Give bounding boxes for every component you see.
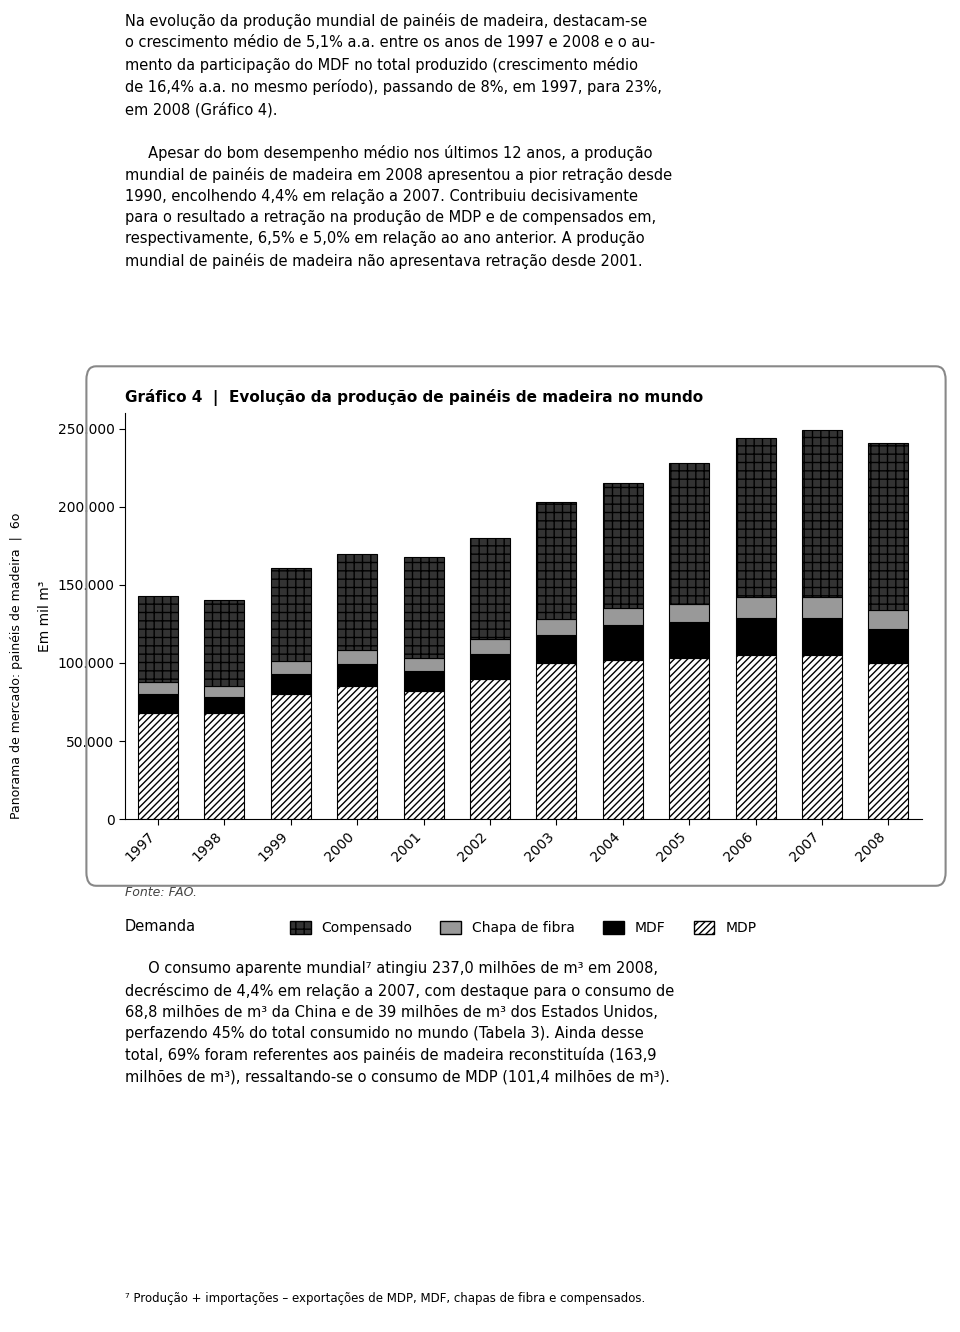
- Bar: [403, 691, 444, 819]
- Bar: [337, 650, 377, 665]
- Bar: [802, 597, 842, 618]
- Bar: [802, 618, 842, 655]
- Bar: [138, 694, 178, 713]
- Bar: [603, 659, 642, 819]
- Bar: [271, 567, 311, 662]
- Bar: [537, 619, 576, 635]
- Bar: [204, 713, 244, 819]
- Bar: [537, 635, 576, 663]
- Bar: [271, 694, 311, 819]
- Bar: [337, 665, 377, 686]
- Bar: [603, 484, 642, 609]
- Bar: [204, 686, 244, 698]
- Bar: [337, 686, 377, 819]
- Text: Na evolução da produção mundial de painéis de madeira, destacam-se
o crescimento: Na evolução da produção mundial de painé…: [125, 13, 672, 269]
- Bar: [138, 682, 178, 694]
- Text: Gráfico 4  |  Evolução da produção de painéis de madeira no mundo: Gráfico 4 | Evolução da produção de pain…: [125, 389, 703, 406]
- Text: ⁷ Produção + importações – exportações de MDP, MDF, chapas de fibra e compensado: ⁷ Produção + importações – exportações d…: [125, 1292, 645, 1305]
- Bar: [403, 557, 444, 658]
- Bar: [869, 663, 908, 819]
- Bar: [138, 595, 178, 682]
- Bar: [802, 430, 842, 597]
- Bar: [735, 618, 776, 655]
- Bar: [735, 438, 776, 597]
- Text: Demanda

     O consumo aparente mundial⁷ atingiu 237,0 milhões de m³ em 2008,
d: Demanda O consumo aparente mundial⁷ atin…: [125, 919, 674, 1084]
- Bar: [802, 655, 842, 819]
- Bar: [669, 603, 709, 622]
- Bar: [669, 658, 709, 819]
- Bar: [603, 609, 642, 626]
- Bar: [470, 678, 510, 819]
- Bar: [337, 554, 377, 650]
- Bar: [271, 662, 311, 674]
- Bar: [669, 464, 709, 603]
- Legend: Compensado, Chapa de fibra, MDF, MDP: Compensado, Chapa de fibra, MDF, MDP: [284, 915, 762, 940]
- Bar: [204, 601, 244, 686]
- Bar: [403, 671, 444, 691]
- Bar: [271, 674, 311, 694]
- Bar: [138, 713, 178, 819]
- Text: Panorama de mercado: painéis de madeira  |  6o: Panorama de mercado: painéis de madeira …: [10, 513, 23, 819]
- Bar: [869, 442, 908, 610]
- Bar: [470, 538, 510, 639]
- Bar: [735, 597, 776, 618]
- Bar: [470, 654, 510, 678]
- Bar: [603, 626, 642, 659]
- Bar: [537, 663, 576, 819]
- Bar: [869, 610, 908, 629]
- Y-axis label: Em mil m³: Em mil m³: [37, 581, 52, 651]
- Bar: [403, 658, 444, 671]
- Bar: [204, 698, 244, 713]
- Bar: [735, 655, 776, 819]
- Bar: [470, 639, 510, 654]
- Text: Fonte: FAO.: Fonte: FAO.: [125, 886, 197, 899]
- Bar: [669, 622, 709, 658]
- Bar: [537, 502, 576, 619]
- Bar: [869, 629, 908, 663]
